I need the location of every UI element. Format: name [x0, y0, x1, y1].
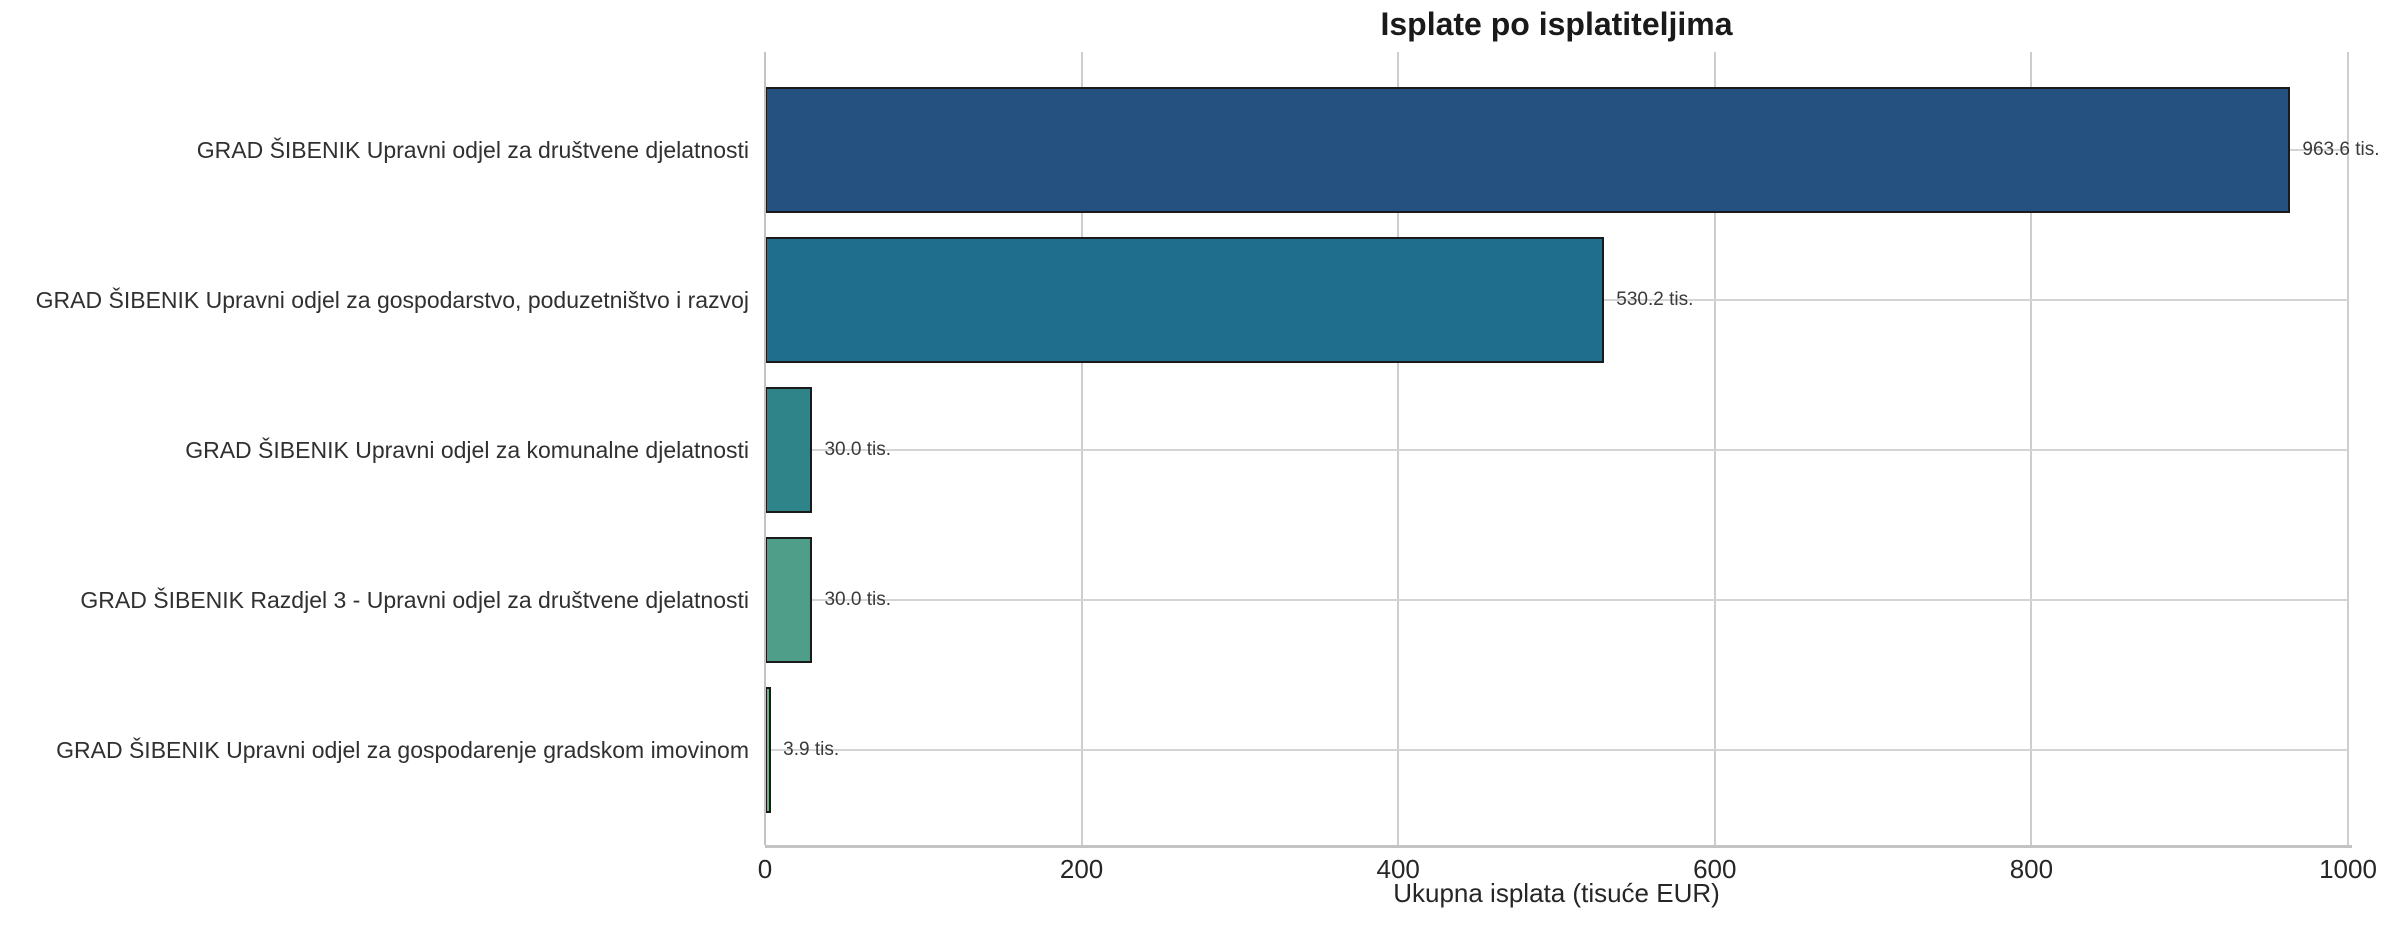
- bar-value-label: 30.0 tis.: [824, 439, 892, 460]
- gridline-vertical: [2030, 52, 2033, 845]
- bar-value-label: 30.0 tis.: [824, 589, 892, 610]
- gridline-vertical: [2347, 52, 2349, 845]
- chart-title: Isplate po isplatiteljima: [1380, 6, 1733, 42]
- bar-value-label: 530.2 tis.: [1616, 289, 1694, 310]
- y-category-label: GRAD ŠIBENIK Upravni odjel za komunalne …: [185, 437, 749, 463]
- x-tick-label: 400: [1376, 854, 1420, 884]
- bar: [765, 87, 2291, 213]
- x-axis-label: Ukupna isplata (tisuće EUR): [1393, 878, 1720, 908]
- x-tick-label: 600: [1693, 854, 1737, 884]
- x-tick-label: 1000: [2319, 854, 2377, 884]
- x-tick-label: 200: [1059, 854, 1104, 884]
- bar-value-label: 963.6 tis.: [2302, 139, 2380, 160]
- gridline-horizontal: [765, 599, 2348, 601]
- bar: [765, 687, 772, 813]
- gridline-horizontal: [765, 749, 2348, 751]
- bar: [765, 537, 813, 663]
- y-category-label: GRAD ŠIBENIK Upravni odjel za društvene …: [196, 137, 749, 163]
- gridline-vertical: [1080, 52, 1083, 845]
- x-axis-spine: [765, 845, 2352, 848]
- bar-value-label: 3.9 tis.: [783, 739, 840, 760]
- y-axis-spine: [764, 52, 766, 845]
- bar: [765, 387, 813, 513]
- x-tick-label: 800: [2009, 854, 2054, 884]
- y-category-label: GRAD ŠIBENIK Razdjel 3 - Upravni odjel z…: [80, 587, 749, 613]
- bar: [765, 237, 1605, 363]
- gridline-vertical: [1713, 52, 1716, 845]
- y-category-label: GRAD ŠIBENIK Upravni odjel za gospodarst…: [35, 287, 749, 313]
- gridline-horizontal: [765, 449, 2348, 451]
- gridline-vertical: [1397, 52, 1400, 845]
- x-tick-label: 0: [757, 854, 773, 884]
- y-category-label: GRAD ŠIBENIK Upravni odjel za gospodaren…: [56, 737, 749, 763]
